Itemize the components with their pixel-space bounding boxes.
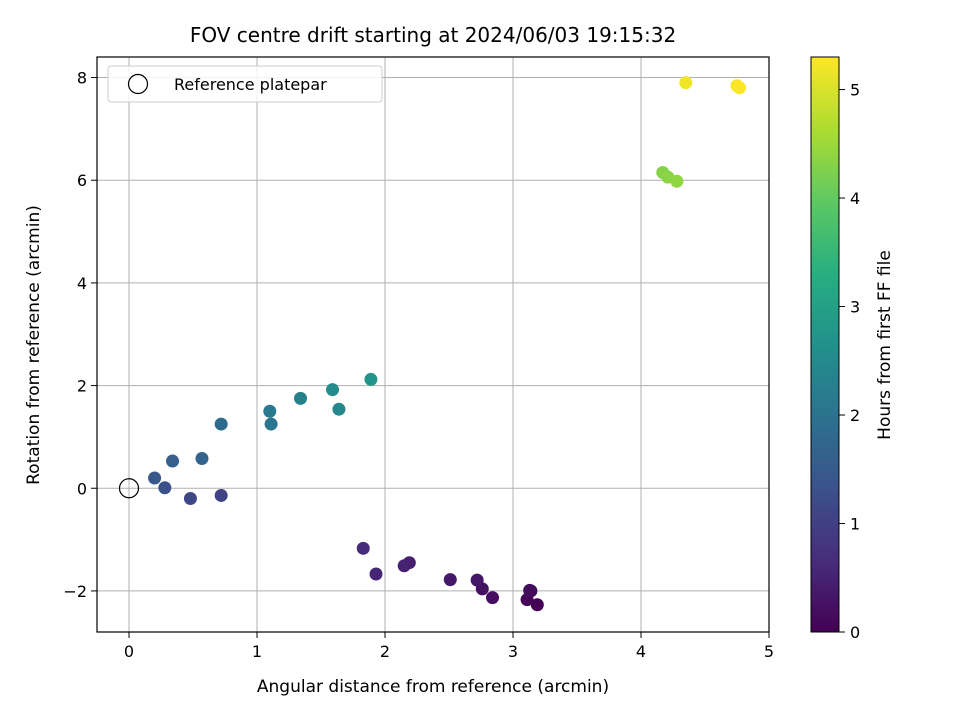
data-point: [158, 481, 172, 495]
data-point: [470, 573, 484, 587]
data-point: [214, 488, 228, 502]
x-tick-label: 2: [380, 642, 390, 661]
data-point: [364, 372, 378, 386]
data-point: [670, 174, 684, 188]
axis-ticks: 0 1 2 3 4 5 −2 0 2 4 6 8: [63, 69, 774, 661]
colorbar: 0 1 2 3 4 5 Hours from first FF file: [810, 56, 895, 642]
legend: Reference platepar: [107, 65, 383, 103]
data-point: [530, 598, 544, 612]
data-point: [214, 417, 228, 431]
data-point: [166, 454, 180, 468]
y-axis-label: Rotation from reference (arcmin): [24, 205, 44, 485]
colorbar-ticks: 0 1 2 3 4 5: [839, 81, 860, 642]
grid: [97, 57, 770, 632]
legend-box: [107, 65, 383, 103]
data-point: [369, 567, 383, 581]
reference-platepar-marker: [118, 478, 140, 499]
data-point: [733, 81, 747, 95]
plot-frame: [96, 56, 770, 633]
data-point: [523, 583, 537, 597]
colorbar-tick-label: 2: [850, 406, 860, 425]
data-point: [397, 559, 411, 573]
colorbar-tick-label: 0: [850, 623, 860, 642]
data-point: [264, 417, 278, 431]
x-tick-label: 1: [252, 642, 262, 661]
y-tick-label: 8: [77, 69, 87, 88]
x-tick-label: 5: [764, 642, 774, 661]
y-tick-label: 6: [77, 171, 87, 190]
y-tick-label: −2: [63, 582, 87, 601]
data-point: [486, 591, 500, 605]
data-point: [356, 541, 370, 555]
data-point: [183, 492, 197, 506]
y-tick-label: 4: [77, 274, 87, 293]
data-point: [148, 471, 162, 485]
colorbar-tick-label: 1: [850, 515, 860, 534]
chart-title: FOV centre drift starting at 2024/06/03 …: [190, 23, 676, 47]
colorbar-gradient: [810, 56, 840, 633]
y-tick-label: 0: [77, 479, 87, 498]
x-tick-label: 3: [508, 642, 518, 661]
colorbar-tick-label: 5: [850, 81, 860, 100]
colorbar-tick-label: 4: [850, 189, 860, 208]
colorbar-label: Hours from first FF file: [875, 250, 895, 440]
legend-entry-reference: Reference platepar: [174, 75, 327, 94]
data-point: [332, 402, 346, 416]
x-tick-label: 4: [636, 642, 646, 661]
y-tick-label: 2: [77, 377, 87, 396]
data-point: [263, 404, 277, 418]
data-points: [118, 76, 747, 612]
x-tick-label: 0: [124, 642, 134, 661]
data-point: [679, 76, 693, 90]
data-point: [443, 573, 457, 587]
legend-reference-marker: [127, 73, 149, 95]
colorbar-tick-label: 3: [850, 298, 860, 317]
data-point: [195, 451, 209, 465]
data-point: [326, 383, 340, 397]
x-axis-label: Angular distance from reference (arcmin): [257, 677, 609, 697]
data-point: [294, 391, 308, 405]
